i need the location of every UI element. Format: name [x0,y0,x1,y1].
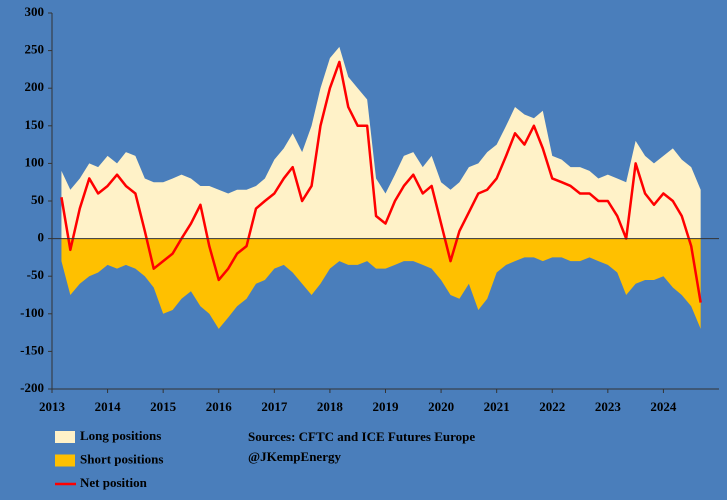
y-tick-label: -50 [27,267,44,282]
y-tick-label: 50 [31,192,44,207]
y-tick-label: 0 [38,230,45,245]
x-tick-label: 2018 [317,399,344,414]
x-tick-label: 2021 [484,399,510,414]
y-tick-label: -150 [20,342,44,357]
x-tick-label: 2015 [150,399,177,414]
legend-label: Net position [80,475,148,490]
x-tick-label: 2019 [373,399,400,414]
y-tick-label: 150 [25,117,45,132]
y-tick-label: -100 [20,305,44,320]
x-tick-label: 2014 [95,399,122,414]
net-line [60,60,702,303]
legend-swatch [55,454,75,467]
y-tick-label: 200 [25,79,45,94]
source-note: @JKempEnergy [248,449,341,464]
legend-swatch [55,431,75,443]
x-tick-label: 2023 [595,399,622,414]
y-tick-label: 250 [25,42,45,57]
area [61,238,701,329]
legend-label: Short positions [80,451,163,466]
source-note: Sources: CFTC and ICE Futures Europe [248,429,475,444]
y-tick-label: 300 [25,4,45,19]
x-tick-label: 2020 [428,399,454,414]
x-tick-label: 2013 [39,399,66,414]
y-tick-label: 100 [25,154,45,169]
x-tick-label: 2022 [539,399,565,414]
area [61,46,701,239]
x-tick-label: 2024 [650,399,677,414]
y-tick-label: -200 [20,380,44,395]
x-tick-label: 2017 [261,399,288,414]
x-tick-label: 2016 [206,399,233,414]
legend-label: Long positions [80,428,161,443]
